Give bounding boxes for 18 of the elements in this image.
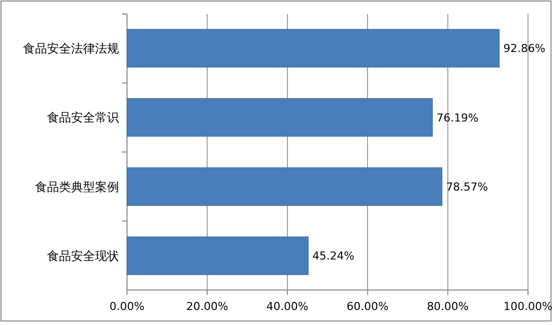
data-label: 92.86%	[503, 42, 546, 56]
x-tick-label: 60.00%	[346, 300, 389, 313]
y-tick-label: 食品安全常识	[47, 110, 119, 125]
x-tick-label: 20.00%	[186, 300, 228, 313]
x-tick-label: 0.00%	[110, 300, 144, 313]
data-label: 45.24%	[312, 250, 354, 263]
x-tick-label: 40.00%	[266, 300, 308, 313]
x-tick-label: 100.00%	[504, 300, 552, 313]
y-tick-label: 食品类典型案例	[35, 180, 119, 194]
bar	[126, 98, 433, 137]
y-tick-label: 食品安全现状	[47, 248, 119, 263]
data-label: 78.57%	[446, 180, 488, 194]
y-tick-label: 食品安全法律法规	[23, 41, 119, 56]
x-tick-label: 80.00%	[426, 300, 469, 313]
bar	[126, 28, 500, 68]
bar	[126, 236, 309, 276]
bar	[126, 167, 442, 206]
data-label: 76.19%	[436, 111, 478, 124]
